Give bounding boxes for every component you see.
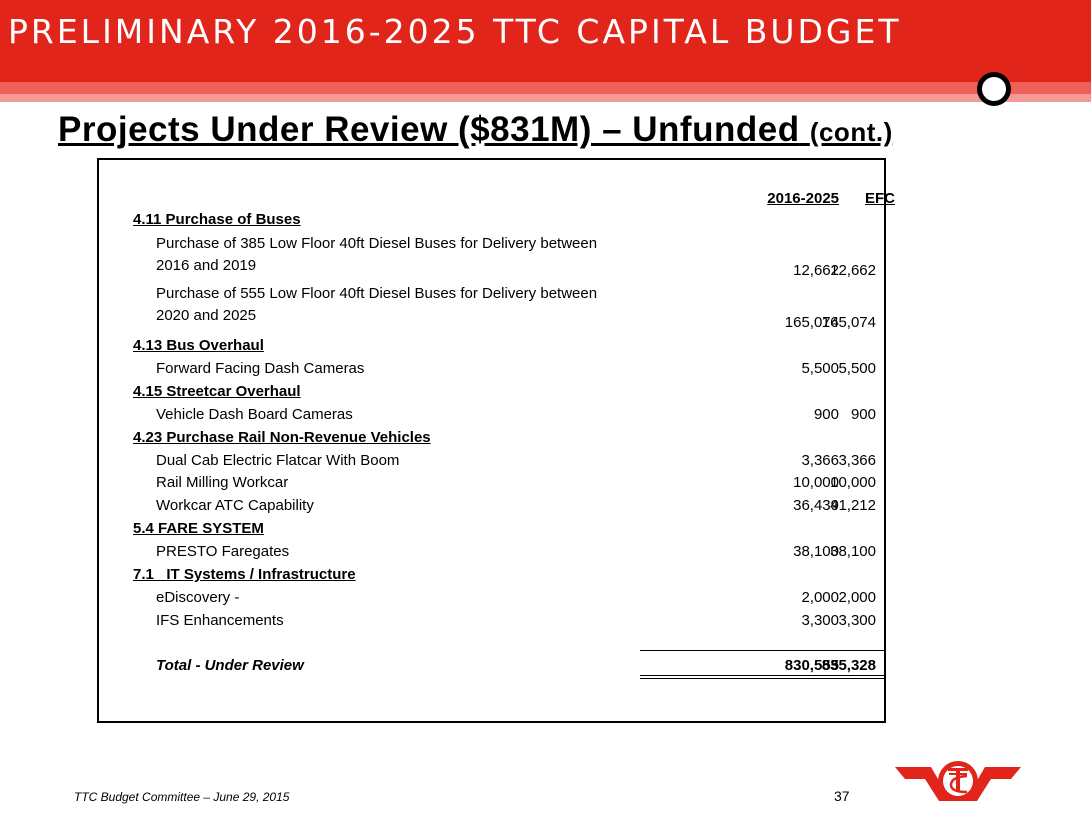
item-label-line1: Purchase of 555 Low Floor 40ft Diesel Bu… [156,285,598,302]
value-efc: 10,000 [830,474,876,491]
header-stripe-light [0,94,1091,102]
section-4-23: 4.23 Purchase Rail Non-Revenue Vehicles [133,429,431,446]
total-rule-top [640,650,886,651]
section-5-4: 5.4 FARE SYSTEM [133,520,264,537]
section-7-1: 7.1 IT Systems / Infrastructure [133,566,356,583]
total-2016-2025: 830,555 [784,657,839,674]
value-efc: 12,662 [830,262,876,279]
item-label: Workcar ATC Capability [156,497,314,514]
value-efc: 165,074 [821,314,876,331]
item-label: PRESTO Faregates [156,543,290,560]
column-header-2016-2025: 2016-2025 [767,190,839,207]
item-label-line2: 2016 and 2019 [156,257,257,274]
value-efc: 5,500 [838,360,876,377]
value-2016-2025: 900 [813,406,839,423]
item-label: Dual Cab Electric Flatcar With Boom [156,452,400,469]
total-double-rule-2 [640,678,886,679]
item-label: Forward Facing Dash Cameras [156,360,365,377]
value-efc: 3,300 [838,612,876,629]
total-double-rule [640,675,886,676]
item-label-line1: Purchase of 385 Low Floor 40ft Diesel Bu… [156,235,598,252]
slide-title: PRELIMINARY 2016-2025 TTC CAPITAL BUDGET [8,12,902,51]
item-label-line2: 2020 and 2025 [156,307,257,324]
value-2016-2025: 38,100 [793,543,839,560]
footer-text: TTC Budget Committee – June 29, 2015 [74,790,290,804]
header-stripe [0,82,1091,94]
item-label: eDiscovery - [156,589,240,606]
subtitle-main: Projects Under Review ($831M) – Unfunded [58,110,800,149]
page-number: 37 [834,788,850,804]
value-efc: 900 [850,406,876,423]
value-efc: 41,212 [830,497,876,514]
total-efc: 835,328 [821,657,876,674]
value-efc: 3,366 [838,452,876,469]
circle-marker-icon [977,72,1011,106]
header-banner: PRELIMINARY 2016-2025 TTC CAPITAL BUDGET [0,0,1091,82]
budget-table: 2016-2025 EFC 4.11 Purchase of Buses Pur… [97,158,895,723]
value-2016-2025: 3,366 [801,452,839,469]
item-label: Rail Milling Workcar [156,474,289,491]
value-2016-2025: 3,300 [801,612,839,629]
value-2016-2025: 5,500 [801,360,839,377]
item-label: Vehicle Dash Board Cameras [156,406,353,423]
item-label: IFS Enhancements [156,612,284,629]
value-2016-2025: 2,000 [801,589,839,606]
subtitle-suffix: (cont.) [809,117,893,147]
total-label: Total - Under Review [156,657,304,674]
value-2016-2025: 165,074 [784,314,839,331]
value-2016-2025: 12,662 [793,262,839,279]
section-4-11: 4.11 Purchase of Buses [133,211,301,228]
section-4-13: 4.13 Bus Overhaul [133,337,264,354]
value-efc: 38,100 [830,543,876,560]
column-header-efc: EFC [865,190,895,207]
value-efc: 2,000 [838,589,876,606]
section-4-15: 4.15 Streetcar Overhaul [133,383,301,400]
slide-subtitle: Projects Under Review ($831M) – Unfunded… [58,110,893,150]
value-2016-2025: 10,000 [793,474,839,491]
ttc-logo-icon [895,761,1021,801]
value-2016-2025: 36,439 [793,497,839,514]
